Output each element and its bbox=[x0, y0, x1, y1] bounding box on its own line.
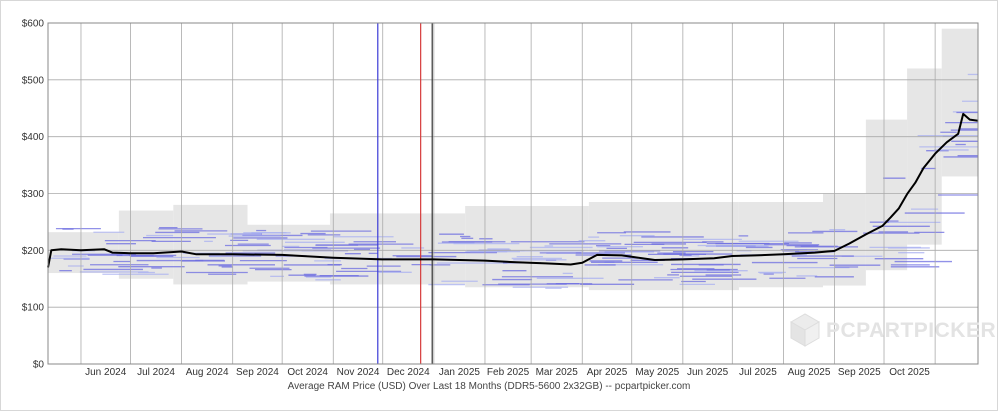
range-band bbox=[465, 206, 589, 288]
y-tick-label: $100 bbox=[22, 303, 45, 314]
y-tick-label: $300 bbox=[22, 189, 45, 200]
range-band bbox=[907, 68, 942, 245]
range-band bbox=[941, 28, 978, 177]
x-tick-label: Jun 2024 bbox=[85, 367, 127, 378]
x-tick-label: Sep 2024 bbox=[236, 367, 279, 378]
range-band bbox=[173, 204, 248, 285]
y-tick-label: $500 bbox=[22, 75, 45, 86]
y-tick-label: $400 bbox=[22, 132, 45, 143]
plot-border bbox=[47, 22, 979, 365]
x-tick-label: Dec 2024 bbox=[387, 367, 430, 378]
x-tick-label: Oct 2025 bbox=[889, 367, 930, 378]
pcpartpicker-watermark: PCPARTPICKER bbox=[789, 313, 996, 347]
range-band bbox=[865, 119, 908, 271]
x-tick-label: Jul 2025 bbox=[739, 367, 777, 378]
x-tick-label: Apr 2025 bbox=[587, 367, 628, 378]
range-band bbox=[823, 193, 866, 286]
y-tick-label: $600 bbox=[22, 19, 45, 30]
chart-caption: Average RAM Price (USD) Over Last 18 Mon… bbox=[288, 381, 691, 392]
range-band bbox=[118, 210, 174, 279]
x-tick-label: Sep 2025 bbox=[838, 367, 881, 378]
x-tick-label: Jan 2025 bbox=[439, 367, 481, 378]
y-tick-label: $0 bbox=[33, 360, 45, 371]
x-tick-label: Jul 2024 bbox=[137, 367, 175, 378]
y-tick-label: $200 bbox=[22, 246, 45, 257]
pcpartpicker-logo-icon bbox=[789, 313, 821, 347]
x-tick-label: Nov 2024 bbox=[337, 367, 380, 378]
watermark-text: PCPARTPICKER bbox=[826, 319, 996, 342]
average-price-line bbox=[47, 112, 979, 268]
x-tick-label: Mar 2025 bbox=[536, 367, 579, 378]
x-tick-label: Aug 2025 bbox=[788, 367, 831, 378]
range-band bbox=[48, 232, 119, 274]
x-tick-label: Feb 2025 bbox=[487, 367, 530, 378]
x-tick-label: May 2025 bbox=[635, 367, 679, 378]
x-tick-label: Oct 2024 bbox=[287, 367, 328, 378]
x-tick-label: Aug 2024 bbox=[186, 367, 229, 378]
x-tick-label: Jun 2025 bbox=[687, 367, 729, 378]
range-band bbox=[329, 213, 466, 285]
logo-cube-right bbox=[804, 321, 820, 347]
